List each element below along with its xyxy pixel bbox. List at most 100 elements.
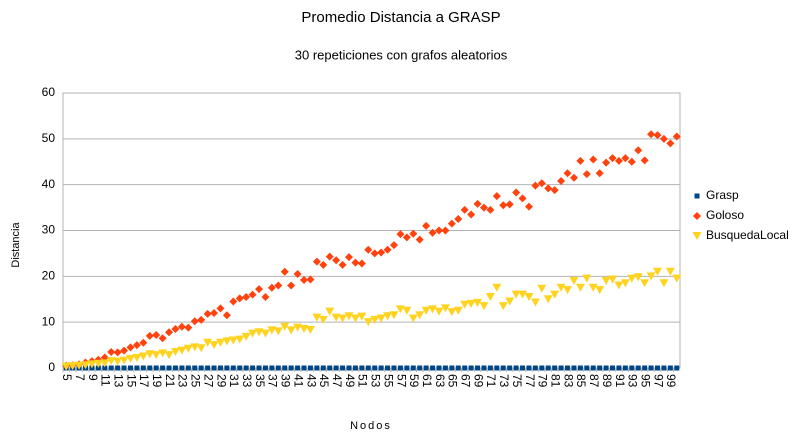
point (498, 302, 508, 311)
point (190, 317, 199, 326)
point (363, 318, 373, 327)
point (408, 314, 418, 323)
point (338, 260, 347, 269)
point (93, 359, 103, 368)
x-tick-label: 97 (651, 374, 665, 388)
point (415, 235, 424, 244)
point (134, 365, 140, 371)
point (140, 365, 146, 371)
point (312, 313, 322, 322)
point (132, 341, 141, 350)
point (280, 267, 289, 276)
point (595, 286, 605, 295)
point (205, 365, 211, 371)
point (351, 258, 360, 267)
point (417, 365, 423, 371)
x-tick-label: 41 (291, 374, 305, 388)
point (171, 325, 180, 334)
x-tick-label: 7 (73, 374, 87, 381)
point (556, 283, 566, 292)
point (397, 365, 403, 371)
point (473, 298, 483, 307)
x-tick-label: 63 (433, 374, 447, 388)
point (269, 365, 275, 371)
point (601, 276, 611, 285)
point (211, 365, 217, 371)
point (177, 322, 186, 331)
x-tick-label: 49 (343, 374, 357, 388)
point (318, 315, 328, 324)
point (635, 365, 641, 371)
point (409, 229, 418, 238)
point (453, 306, 463, 315)
point (203, 309, 212, 318)
x-tick-label: 69 (471, 374, 485, 388)
y-tick-label: 60 (42, 85, 56, 99)
y-tick-label: 30 (42, 223, 56, 237)
chart-subtitle: 30 repeticiones con grafos aleatorios (295, 47, 508, 62)
point (364, 245, 373, 254)
point (467, 210, 476, 219)
point (106, 357, 116, 366)
point (410, 365, 416, 371)
legend-label: BusquedaLocal (706, 228, 789, 242)
point (526, 365, 532, 371)
x-tick-label: 35 (253, 374, 267, 388)
point (95, 365, 101, 371)
x-tick-label: 29 (214, 374, 228, 388)
point (468, 365, 474, 371)
point (164, 351, 174, 360)
point (460, 300, 470, 309)
point (248, 290, 257, 299)
point (633, 273, 643, 282)
point (377, 248, 386, 257)
point (307, 365, 313, 371)
point (621, 154, 630, 163)
x-tick-label: 61 (420, 374, 434, 388)
point (460, 205, 469, 214)
x-tick-label: 9 (86, 374, 100, 381)
point (428, 305, 438, 314)
point (280, 322, 290, 331)
point (312, 257, 321, 266)
point (622, 365, 628, 371)
point (462, 365, 468, 371)
point (511, 290, 521, 299)
point (250, 365, 256, 371)
point (165, 328, 174, 337)
point (588, 283, 598, 292)
point (485, 292, 495, 301)
x-tick-label: 21 (163, 374, 177, 388)
point (423, 365, 429, 371)
point (659, 134, 668, 143)
point (667, 365, 673, 371)
point (557, 177, 566, 185)
point (190, 343, 200, 352)
y-tick-label: 50 (42, 131, 56, 145)
point (640, 279, 650, 288)
point (299, 325, 309, 334)
point (473, 199, 482, 208)
point (256, 365, 262, 371)
point (145, 331, 154, 340)
point (532, 365, 538, 371)
point (569, 173, 578, 182)
point (466, 299, 476, 308)
x-tick-label: 89 (600, 374, 614, 388)
x-tick-label: 65 (446, 374, 460, 388)
point (391, 365, 397, 371)
y-tick-label: 0 (48, 360, 55, 374)
point (325, 252, 334, 261)
point (338, 314, 348, 323)
x-tick-label: 37 (266, 374, 280, 388)
point (184, 323, 193, 332)
point (365, 365, 371, 371)
point (692, 232, 702, 240)
point (274, 281, 283, 290)
point (597, 365, 603, 371)
point (454, 215, 463, 224)
point (314, 365, 320, 371)
x-tick-label: 85 (574, 374, 588, 388)
point (170, 347, 180, 356)
point (383, 245, 392, 254)
